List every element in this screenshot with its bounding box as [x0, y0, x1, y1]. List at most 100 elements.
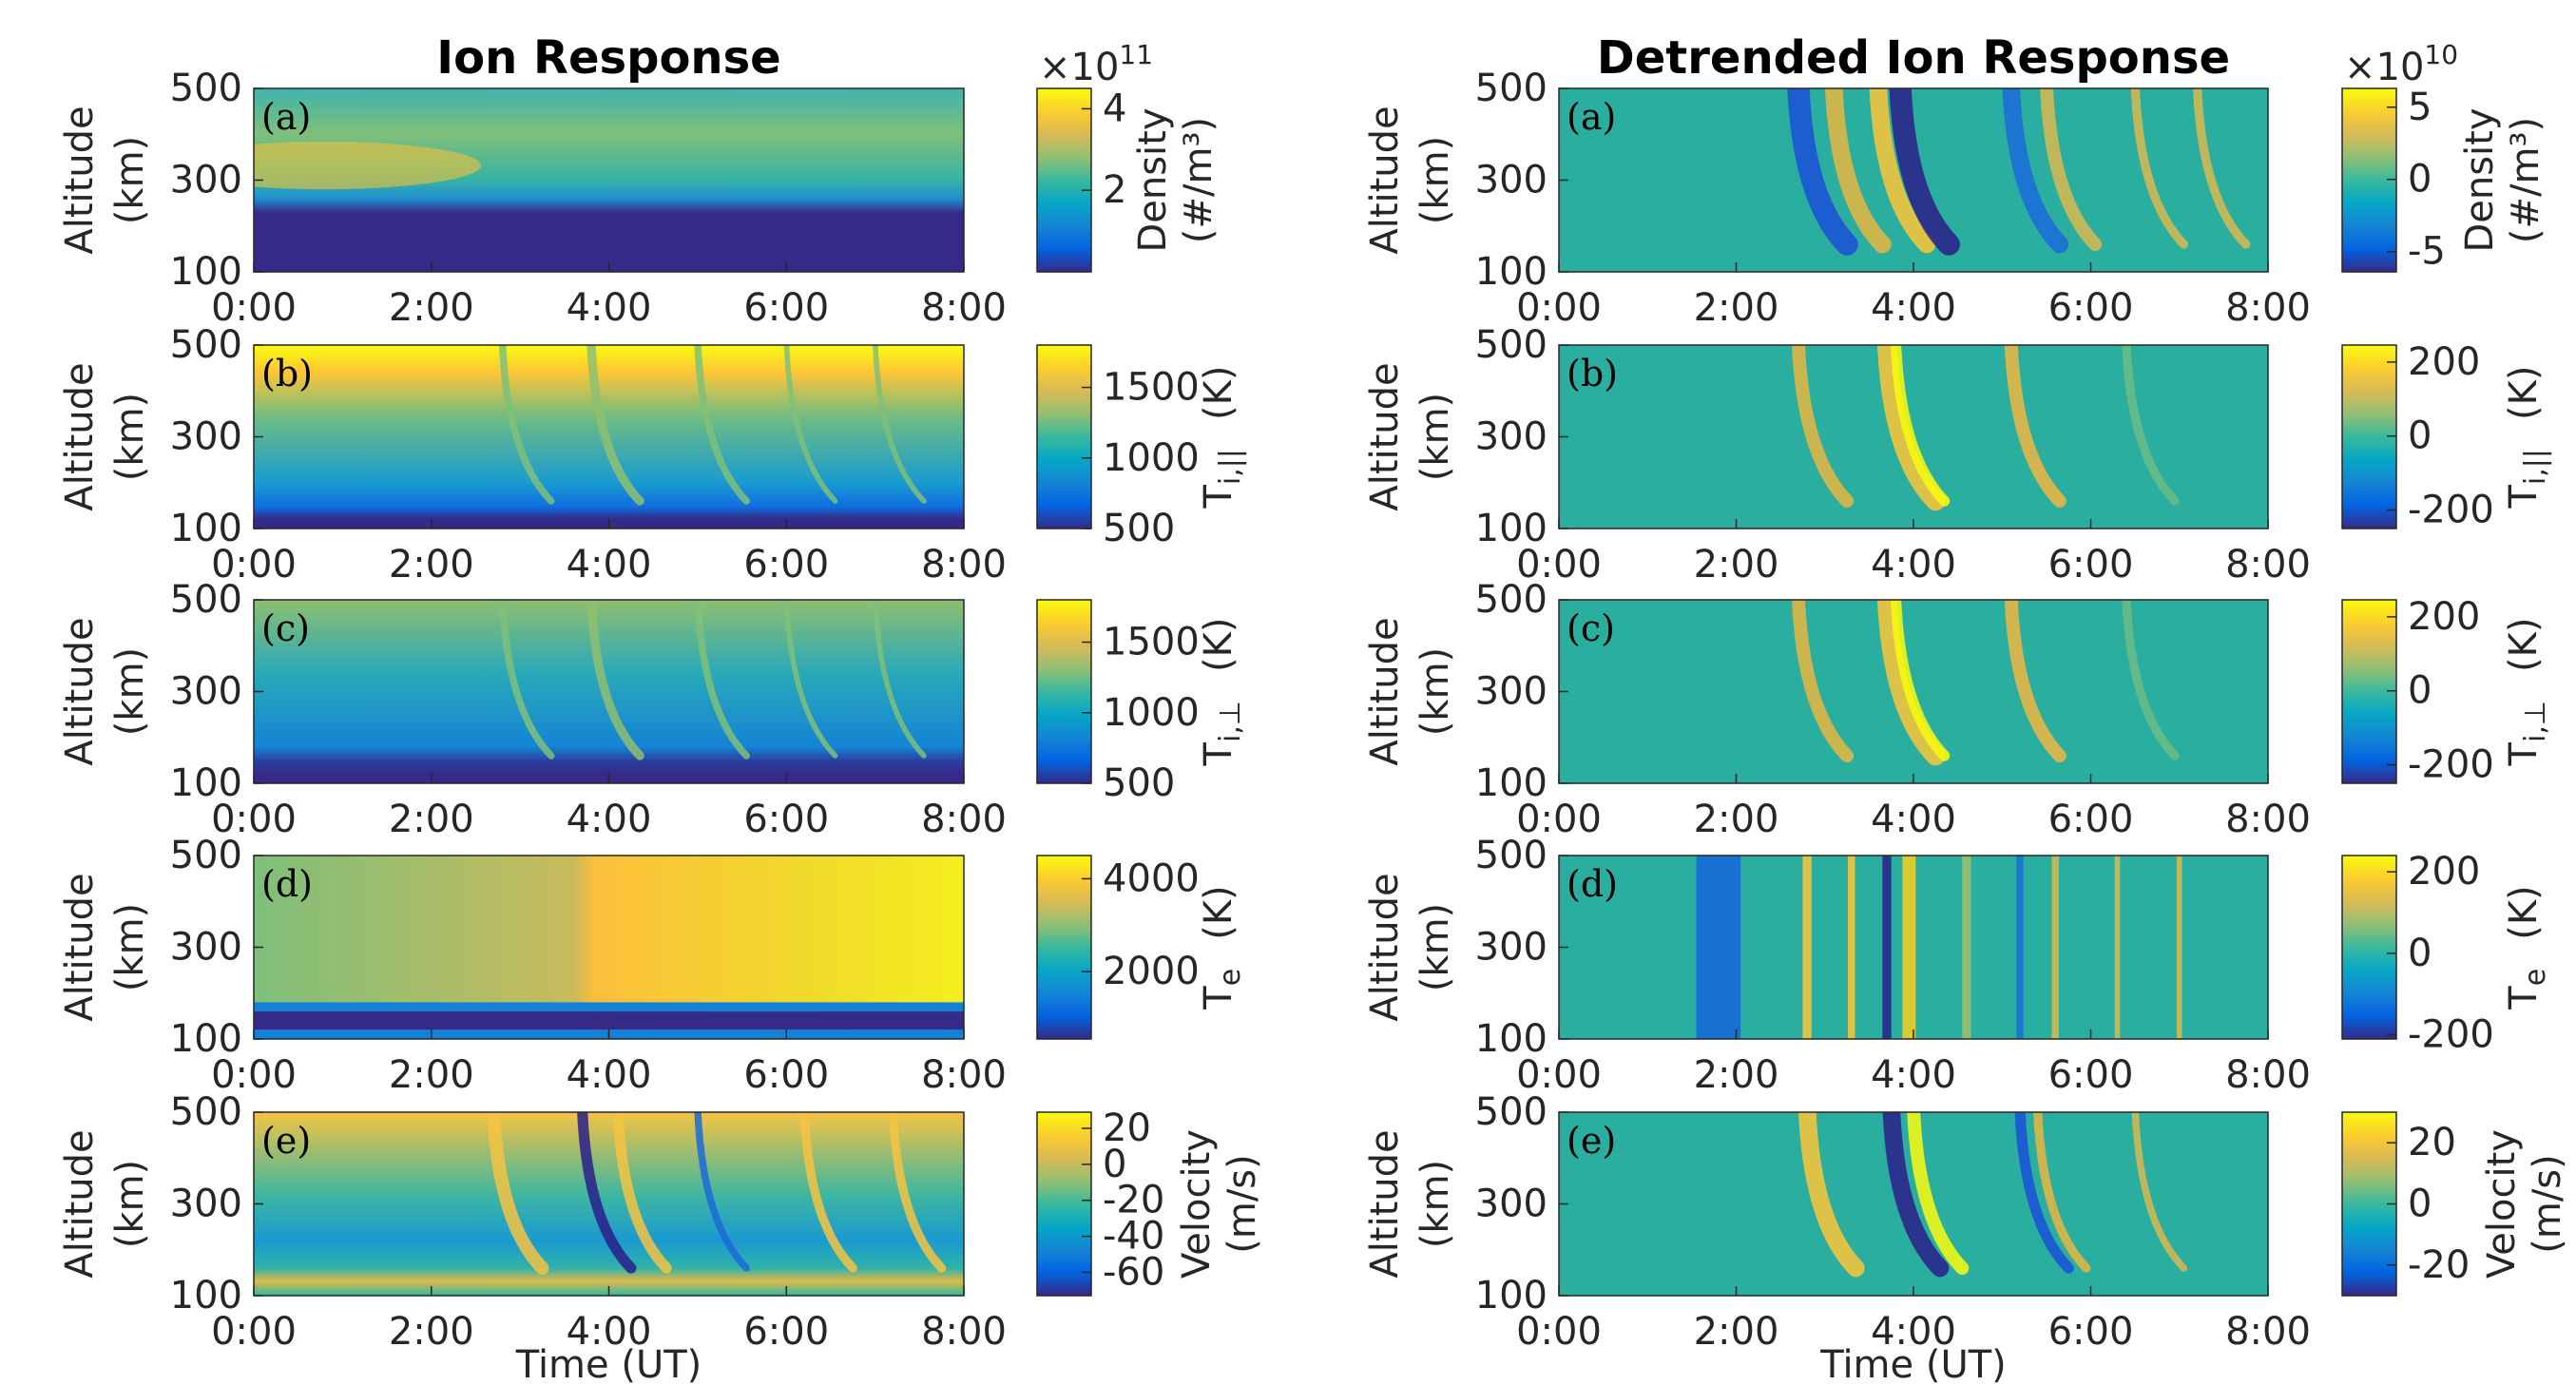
colorbar-label-part: T [1197, 484, 1240, 509]
colorbar-tick-label: 200 [2408, 850, 2480, 894]
heatmap [254, 600, 964, 783]
colorbar-tick-label: -5 [2408, 230, 2446, 274]
x-axis-label: Time (UT) [515, 1343, 702, 1385]
x-tick-label: 6:00 [743, 543, 829, 587]
heatmap-feature [2130, 88, 2189, 249]
heatmap-feature [2040, 88, 2103, 252]
panel-label: (e) [261, 1120, 311, 1162]
y-tick-label: 500 [170, 1090, 242, 1134]
heatmap-feature [1889, 88, 1960, 256]
x-tick-label: 6:00 [2048, 1053, 2134, 1097]
x-tick-label: 4:00 [567, 286, 652, 330]
y-tick-label: 300 [1475, 670, 1548, 714]
y-tick-label: 100 [170, 1274, 242, 1318]
heatmap-feature [799, 1112, 857, 1273]
colorbar-label-part: i,⊥ [1214, 701, 1247, 742]
x-tick-label: 6:00 [2048, 543, 2134, 587]
heatmap [1559, 345, 2268, 529]
x-tick-label: 0:00 [211, 798, 297, 841]
colorbar-label-part: T [1197, 741, 1240, 766]
colorbar-tick-label: 1000 [1103, 691, 1200, 735]
colorbar-tick-label: -200 [2408, 489, 2494, 532]
y-axis-label: (km) [108, 393, 152, 481]
colorbar-tick-label: 5 [2408, 86, 2432, 129]
y-tick-label: 500 [1475, 323, 1548, 367]
x-tick-label: 4:00 [1871, 1310, 1956, 1354]
colorbar-tick-label: -20 [2408, 1243, 2470, 1287]
y-axis-label: Altitude [1363, 617, 1407, 765]
x-tick-label: 6:00 [2048, 286, 2134, 330]
x-tick-label: 2:00 [389, 1053, 474, 1097]
colorbar-label-part: (m/s) [2526, 1154, 2569, 1254]
y-axis-label: (km) [108, 136, 152, 224]
colorbar-tick-label: 2000 [1103, 950, 1200, 993]
heatmap-feature [1869, 88, 1936, 254]
heatmap-feature [254, 1002, 964, 1012]
colorbar-tick-label: 1000 [1103, 436, 1200, 480]
x-axis-label: Time (UT) [1819, 1343, 2007, 1385]
y-tick-label: 100 [1475, 1017, 1548, 1061]
colorbar-label-part: e [2519, 969, 2552, 986]
colorbar-label-part: i,|| [2519, 449, 2552, 485]
panel-title: Ion Response [436, 31, 780, 85]
heatmap-feature [1792, 600, 1855, 763]
colorbar-label-part: (#/m³) [1177, 117, 1221, 243]
y-tick-label: 500 [1475, 1090, 1548, 1134]
y-tick-label: 500 [1475, 834, 1548, 877]
heatmap-feature [487, 1112, 549, 1276]
x-tick-label: 8:00 [921, 798, 1007, 841]
colorbar-label-part: (K) [1197, 366, 1240, 420]
y-tick-label: 500 [170, 578, 242, 622]
colorbar [1036, 855, 1092, 1040]
heatmap-feature [2004, 600, 2067, 763]
colorbar-scale-base: ×10 [2344, 46, 2424, 89]
colorbar-label-part: i,|| [1214, 449, 1247, 485]
x-tick-label: 8:00 [921, 286, 1007, 330]
y-axis-label: Altitude [1363, 106, 1407, 254]
y-tick-label: 500 [170, 67, 242, 110]
y-tick-label: 100 [1475, 507, 1548, 550]
x-tick-label: 2:00 [389, 543, 474, 587]
panel-label: (d) [1567, 863, 1618, 905]
y-tick-label: 100 [1475, 250, 1548, 294]
y-axis-label: (km) [1413, 136, 1457, 224]
colorbar-label: Te (K) [2502, 885, 2552, 1010]
colorbar-scale-exponent: 10 [2424, 39, 2458, 70]
y-axis-label: Altitude [58, 1129, 102, 1278]
panel-label: (c) [1567, 607, 1615, 649]
x-tick-label: 0:00 [211, 1053, 297, 1097]
y-tick-label: 300 [1475, 1183, 1548, 1226]
x-tick-label: 2:00 [389, 798, 474, 841]
y-axis-label: (km) [1413, 393, 1457, 481]
colorbar-tick-label: 20 [1103, 1106, 1151, 1150]
colorbar-tick-label: 2 [1103, 168, 1126, 212]
x-tick-label: 8:00 [921, 543, 1007, 587]
colorbar-tick-label: 1500 [1103, 366, 1200, 410]
colorbar-tick-label: -40 [1103, 1215, 1164, 1259]
y-axis-label: (km) [108, 903, 152, 991]
panel-label: (c) [261, 607, 310, 649]
x-tick-label: 8:00 [2225, 543, 2311, 587]
colorbar-label-part: e [1214, 969, 1247, 986]
colorbar-label-part: T [1197, 986, 1240, 1010]
x-tick-label: 2:00 [1694, 1310, 1779, 1354]
y-axis-label: (km) [1413, 647, 1457, 736]
heatmap-feature [2002, 88, 2069, 254]
x-tick-label: 2:00 [389, 1310, 474, 1354]
x-tick-label: 2:00 [1694, 1053, 1779, 1097]
heatmap-feature [612, 1112, 672, 1274]
colorbar-label-part: Density [1131, 107, 1175, 252]
y-tick-label: 500 [1475, 578, 1548, 622]
heatmap [254, 345, 964, 529]
colorbar-label-part: (K) [2502, 885, 2546, 939]
colorbar-tick-label: -200 [2408, 743, 2494, 787]
y-axis-label: Altitude [58, 617, 102, 765]
colorbar-label-part: Velocity [2480, 1129, 2524, 1279]
y-tick-label: 100 [170, 761, 242, 805]
y-axis-label: Altitude [1363, 1129, 1407, 1278]
x-tick-label: 8:00 [921, 1310, 1007, 1354]
x-tick-label: 0:00 [1516, 543, 1602, 587]
colorbar-tick-label: 500 [1103, 761, 1175, 805]
heatmap-feature [873, 345, 927, 504]
colorbar-label: Velocity [2480, 1129, 2524, 1279]
